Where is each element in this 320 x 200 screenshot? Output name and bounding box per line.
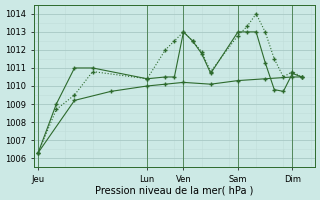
X-axis label: Pression niveau de la mer( hPa ): Pression niveau de la mer( hPa ) <box>95 185 253 195</box>
